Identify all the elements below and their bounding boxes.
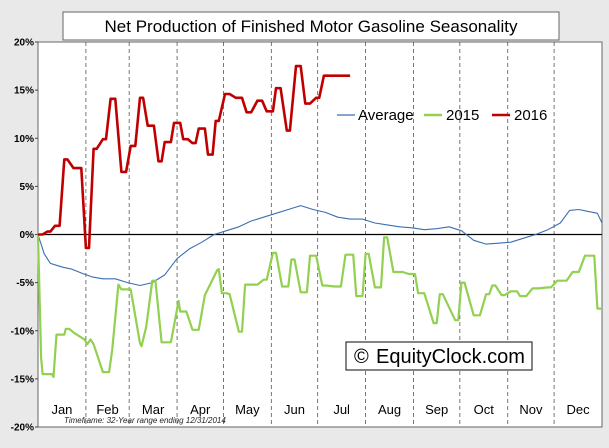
y-tick-label: 15% <box>14 86 34 97</box>
y-tick-label: 0% <box>20 230 35 241</box>
legend: Average 2015 2016 <box>337 107 547 124</box>
x-tick-label: Sep <box>425 402 448 417</box>
y-tick-label: 10% <box>14 134 34 145</box>
series-layer <box>36 64 603 378</box>
x-tick-label: Apr <box>190 402 211 417</box>
y-tick-label: 5% <box>20 182 35 193</box>
series-line-2016 <box>38 64 351 250</box>
x-tick-label: Jul <box>333 402 350 417</box>
x-tick-label: Feb <box>96 402 118 417</box>
x-tick-label: Aug <box>378 402 401 417</box>
series-line-2015 <box>36 234 602 378</box>
watermark: EquityClock.com <box>376 346 525 368</box>
series-line-average <box>37 205 603 287</box>
y-tick-label: -20% <box>11 423 34 434</box>
timeframe-footnote: Timeframe: 32-Year range ending 12/31/20… <box>64 416 226 425</box>
watermark-symbol: © <box>354 346 369 368</box>
x-tick-label: Nov <box>519 402 543 417</box>
x-tick-label: Mar <box>142 402 165 417</box>
x-tick-label: Jun <box>284 402 305 417</box>
x-tick-label: Oct <box>474 402 495 417</box>
legend-label-2016: 2016 <box>514 107 547 124</box>
x-tick-label: Jan <box>51 402 72 417</box>
chart-title: Net Production of Finished Motor Gasolin… <box>105 17 518 36</box>
legend-label-average: Average <box>358 107 414 124</box>
y-tick-label: -15% <box>11 374 34 385</box>
chart-title-box: Net Production of Finished Motor Gasolin… <box>62 11 560 41</box>
y-tick-label: 20% <box>14 38 34 49</box>
x-tick-label: May <box>235 402 260 417</box>
y-axis-ticks: 20% 15% 10% 5% 0% -5% -10% -15% -20% <box>11 38 38 434</box>
y-tick-label: -5% <box>16 278 34 289</box>
y-tick-label: -10% <box>11 326 34 337</box>
legend-label-2015: 2015 <box>446 107 479 124</box>
watermark-box: © EquityClock.com <box>345 341 533 371</box>
x-axis-ticks: Jan Feb Mar Apr May Jun Jul Aug Sep Oct Nov Dec <box>51 402 590 417</box>
x-tick-label: Dec <box>566 402 590 417</box>
